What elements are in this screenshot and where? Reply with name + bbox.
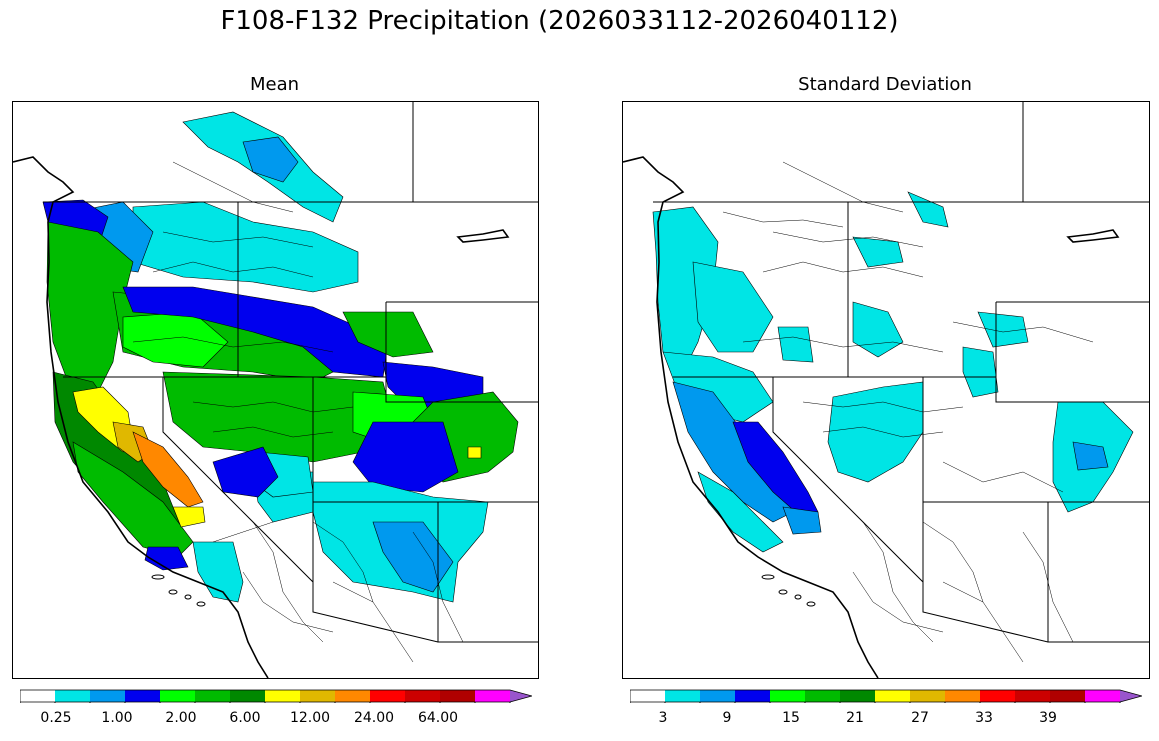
mean-colorbar-segment — [20, 690, 56, 702]
basin-mean-se-blue — [352, 421, 459, 493]
stddev-colorbar-outline — [630, 689, 1142, 703]
basin-sd-co-medblue — [1072, 441, 1109, 471]
mean-colorbar-segment — [440, 690, 476, 702]
basin-mean-socal-cyan — [192, 541, 244, 603]
basin-sd-wy-cyan — [977, 311, 1029, 348]
mean-tick-label: 0.25 — [40, 710, 72, 726]
basin-mean-east-green — [342, 311, 434, 358]
mean-tick-label: 12.00 — [289, 710, 331, 726]
mean-tick-label: 2.00 — [165, 710, 197, 726]
stddev-tick-label: 39 — [1039, 710, 1057, 726]
stddev-panel-title: Standard Deviation — [798, 74, 972, 95]
state-borders — [43, 102, 538, 643]
basin-mean-nw-cyan — [132, 201, 359, 293]
stddev-tick-label: 21 — [846, 710, 864, 726]
stddev-tick-label: 33 — [975, 710, 993, 726]
stddev-tick-label: 9 — [722, 710, 732, 726]
basin-sd-south-medblue — [782, 506, 822, 535]
islands — [151, 574, 206, 607]
stddev-tick-label: 3 — [658, 710, 668, 726]
stddev-tick-label: 27 — [911, 710, 929, 726]
basin-fills — [652, 191, 1134, 553]
state-borders — [653, 102, 1149, 643]
stddev-colorbar-segment — [770, 690, 806, 702]
islands — [761, 574, 816, 607]
mean-panel-title: Mean — [249, 74, 300, 95]
mean-colorbar-segment — [55, 690, 91, 702]
mean-colorbar — [20, 689, 532, 703]
mean-tick-label: 24.00 — [353, 710, 395, 726]
basin-sd-e-cyan — [962, 346, 999, 398]
basin-mean-yellow-e — [467, 446, 482, 459]
basin-sd-id-cyan — [852, 301, 904, 358]
mean-colorbar-segment — [160, 690, 196, 702]
stddev-colorbar-extend-arrow — [1120, 690, 1142, 702]
basin-mean-colorado-medblue — [372, 521, 454, 593]
stddev-colorbar — [630, 689, 1142, 703]
basin-sd-mid-cyan — [777, 326, 814, 363]
mean-tick-label: 64.00 — [417, 710, 459, 726]
mean-map — [12, 101, 539, 679]
mean-colorbar-segment — [265, 690, 301, 702]
mean-colorbar-segment — [370, 690, 406, 702]
stddev-colorbar-segment — [910, 690, 946, 702]
basin-mean-sierra-yellow-s — [172, 506, 206, 528]
basin-mean-great-basin-green — [162, 371, 394, 463]
stddev-colorbar-segment — [1015, 690, 1051, 702]
stddev-colorbar-segment — [980, 690, 1016, 702]
basin-fills — [42, 111, 519, 603]
coastline — [13, 156, 510, 678]
basin-mean-sierra-orange — [132, 431, 204, 508]
stddev-colorbar-segment — [805, 690, 841, 702]
stddev-colorbar-segment — [840, 690, 876, 702]
mean-colorbar-segment — [335, 690, 371, 702]
stddev-colorbar-segment — [665, 690, 701, 702]
coastline — [623, 156, 1120, 678]
mean-colorbar-segment — [405, 690, 441, 702]
stddev-colorbar-ticks: 3 9 15 21 27 33 39 — [630, 710, 1142, 730]
stddev-colorbar-segment — [700, 690, 736, 702]
mean-colorbar-segment — [300, 690, 336, 702]
figure-title: F108-F132 Precipitation (2026033112-2026… — [220, 6, 899, 36]
mean-tick-label: 6.00 — [229, 710, 261, 726]
stddev-colorbar-segment — [630, 690, 666, 702]
stddev-tick-label: 15 — [782, 710, 800, 726]
basin-sd-ne-cyan — [907, 191, 949, 228]
mean-colorbar-segment — [230, 690, 266, 702]
basin-mean-mid-blue — [212, 446, 279, 498]
basin-sd-gb-cyan — [827, 381, 924, 483]
basin-sd-nw-cyan — [692, 261, 774, 353]
mean-colorbar-outline — [20, 689, 532, 703]
stddev-colorbar-segments — [630, 689, 1142, 703]
mean-colorbar-segment — [90, 690, 126, 702]
basin-sd-mt-cyan — [852, 236, 904, 268]
basin-mean-socal-blue — [144, 546, 189, 571]
mean-colorbar-segment — [125, 690, 161, 702]
basin-outlines — [722, 161, 1094, 663]
stddev-colorbar-segment — [945, 690, 981, 702]
mean-colorbar-segment — [475, 690, 511, 702]
basin-sd-socal-cyan — [697, 471, 784, 553]
mean-colorbar-segment — [195, 690, 231, 702]
mean-tick-label: 1.00 — [101, 710, 133, 726]
stddev-colorbar-segment — [735, 690, 771, 702]
mean-colorbar-extend-arrow — [510, 690, 532, 702]
stddev-colorbar-segment — [1050, 690, 1086, 702]
mean-colorbar-segments — [20, 689, 532, 703]
basin-mean-coast-green — [46, 221, 134, 403]
stddev-map — [622, 101, 1150, 679]
mean-colorbar-ticks: 0.25 1.00 2.00 6.00 12.00 24.00 64.00 — [20, 710, 532, 730]
basin-mean-n-blue — [242, 136, 299, 183]
stddev-colorbar-segment — [875, 690, 911, 702]
stddev-colorbar-segment — [1085, 690, 1121, 702]
basin-sd-ca-medblue — [672, 381, 794, 523]
